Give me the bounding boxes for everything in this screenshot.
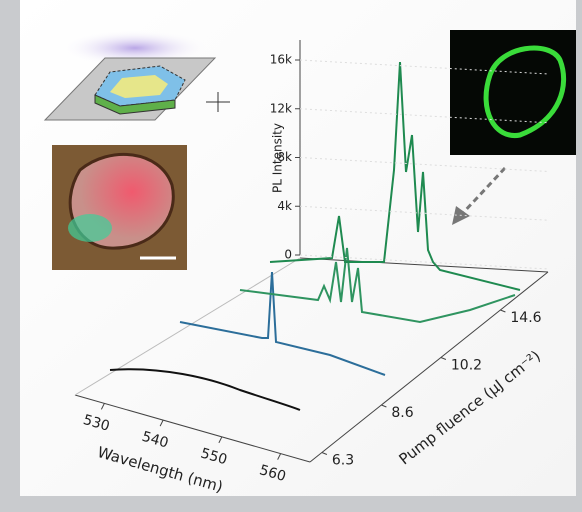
y-tick-label: 4k — [277, 199, 292, 213]
y-tick-label: 12k — [270, 101, 292, 115]
z-tick-label: 14.6 — [510, 310, 541, 326]
z-tick-label: 8.6 — [391, 405, 413, 421]
y-tick-label: 16k — [270, 53, 292, 67]
z-tick-label: 10.2 — [451, 358, 482, 374]
page: {"figure": { "y_axis": {"title": "PL Int… — [0, 0, 582, 508]
y-tick-label: 0 — [284, 248, 292, 262]
z-tick-label: 6.3 — [332, 453, 354, 469]
y-axis-title: PL Intensity — [271, 123, 285, 193]
green-region — [68, 214, 112, 242]
figure: 04k8k12k16kPL Intensity530540550560Wavel… — [0, 0, 582, 508]
